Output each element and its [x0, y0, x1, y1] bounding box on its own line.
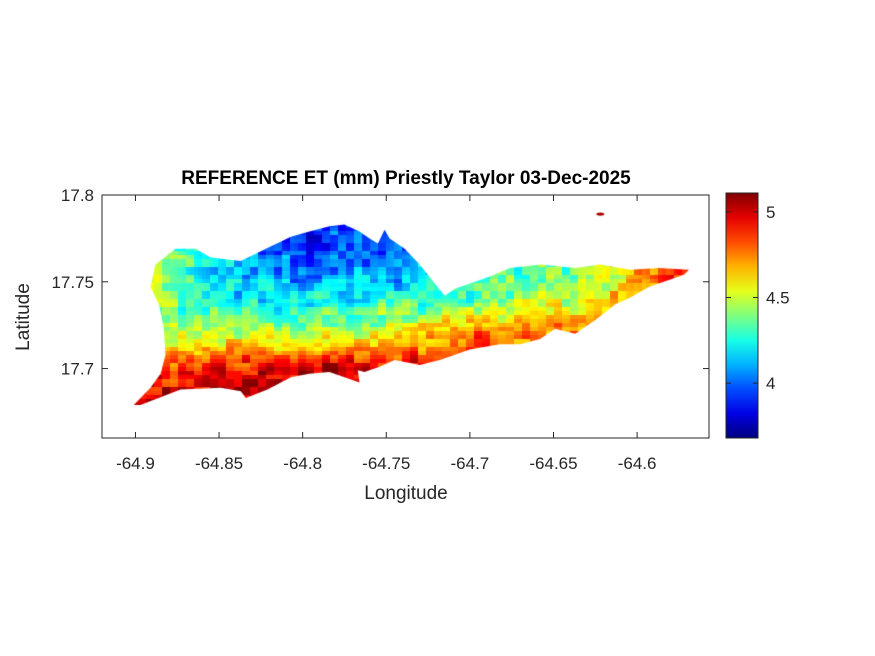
y-tick-label: 17.7: [61, 360, 94, 379]
x-tick-label: -64.7: [451, 454, 490, 473]
colorbar: [725, 192, 759, 439]
colorbar-tick-label: 4: [766, 374, 775, 393]
x-tick-label: -64.9: [116, 454, 155, 473]
x-tick-label: -64.6: [618, 454, 657, 473]
x-tick-label: -64.8: [283, 454, 322, 473]
y-tick-label: 17.75: [51, 273, 94, 292]
x-axis-label: Longitude: [364, 483, 447, 504]
colorbar-tick-label: 5: [766, 203, 775, 222]
y-tick-label: 17.8: [61, 186, 94, 205]
x-tick-label: -64.75: [362, 454, 410, 473]
x-tick-label: -64.85: [195, 454, 243, 473]
axes-box: [101, 194, 710, 439]
chart-title: REFERENCE ET (mm) Priestly Taylor 03-Dec…: [181, 168, 631, 189]
colorbar-tick-label: 4.5: [766, 289, 790, 308]
x-tick-label: -64.65: [529, 454, 577, 473]
y-axis-label: Latitude: [13, 283, 34, 351]
